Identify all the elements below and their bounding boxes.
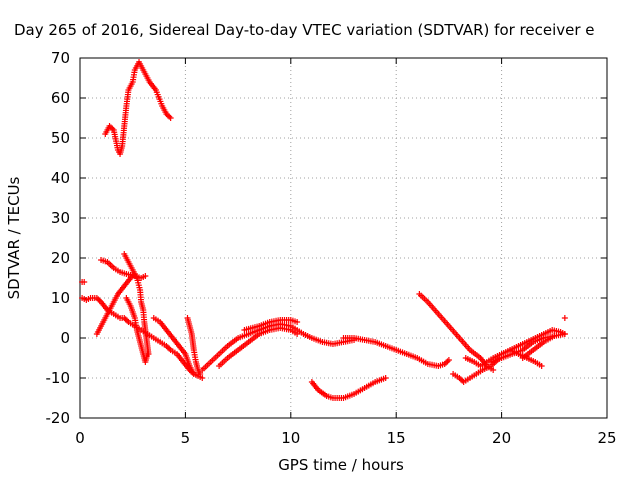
- data-point: [561, 331, 568, 337]
- x-tick-label: 20: [492, 429, 511, 447]
- y-axis-label: SDTVAR / TECUs: [5, 176, 23, 299]
- x-axis-label: GPS time / hours: [278, 456, 404, 474]
- y-tick-label: 20: [51, 249, 70, 267]
- y-tick-label: 50: [51, 129, 70, 147]
- data-point: [199, 375, 206, 381]
- x-tick-label: 10: [281, 429, 300, 447]
- data-point: [142, 273, 149, 279]
- data-point: [561, 315, 568, 321]
- x-tick-label: 15: [387, 429, 406, 447]
- chart-title: Day 265 of 2016, Sidereal Day-to-day VTE…: [14, 21, 595, 39]
- data-point: [490, 367, 497, 373]
- y-tick-label: -20: [46, 409, 71, 427]
- data-point: [445, 357, 452, 363]
- data-point: [538, 363, 545, 369]
- data-point: [144, 351, 151, 357]
- x-tick-label: 0: [75, 429, 85, 447]
- grid: [80, 58, 607, 418]
- axis-ticks: 0 5 10 15 20 25 -20 -10 0 10 20 30 40 50 60 70: [46, 49, 617, 447]
- y-tick-label: 60: [51, 89, 70, 107]
- data-points: [79, 59, 568, 401]
- y-tick-label: 0: [60, 329, 70, 347]
- data-point: [294, 319, 301, 325]
- y-tick-label: 40: [51, 169, 70, 187]
- data-point: [294, 331, 301, 337]
- data-point: [197, 371, 204, 377]
- y-tick-label: -10: [46, 369, 71, 387]
- data-point: [190, 371, 197, 377]
- data-point: [81, 279, 88, 285]
- y-tick-label: 30: [51, 209, 70, 227]
- y-tick-label: 10: [51, 289, 70, 307]
- data-point: [551, 333, 558, 339]
- y-tick-label: 70: [51, 49, 70, 67]
- plot-frame: [79, 57, 608, 419]
- x-tick-label: 25: [597, 429, 616, 447]
- data-point: [382, 375, 389, 381]
- data-point: [131, 271, 138, 277]
- x-tick-label: 5: [181, 429, 191, 447]
- data-point: [167, 115, 174, 121]
